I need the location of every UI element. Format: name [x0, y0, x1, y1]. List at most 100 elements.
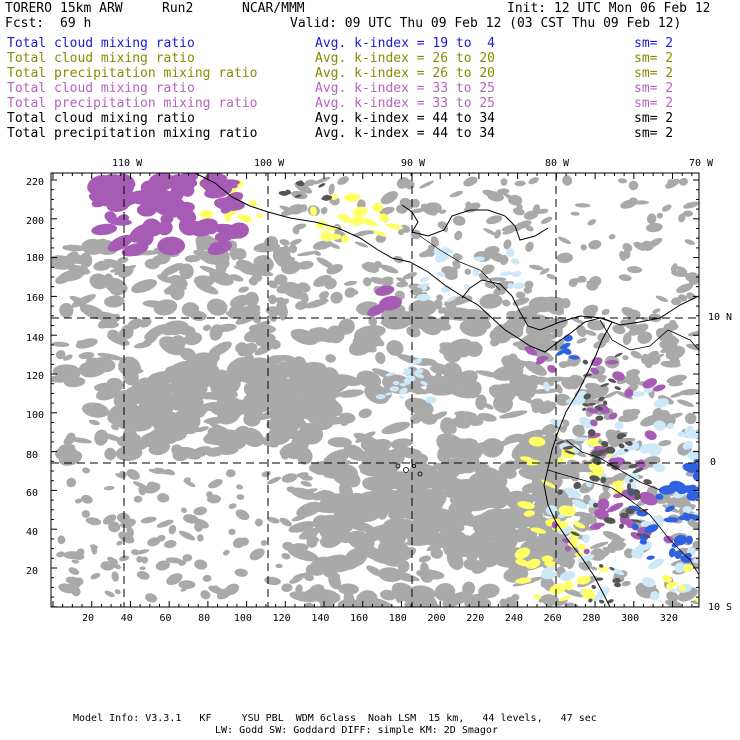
yellow-blob — [514, 547, 531, 560]
cloud-blob — [656, 212, 663, 219]
cloud-blob — [352, 338, 377, 353]
cloud-blob — [196, 534, 204, 542]
y-tick-label: 160 — [26, 293, 45, 304]
yellow-blob — [349, 216, 363, 225]
cloud-blob — [442, 591, 471, 607]
dark-gray-blob — [593, 502, 598, 508]
dark-gray-blob — [631, 519, 642, 523]
cloud-blob — [666, 374, 687, 384]
cloud-blob — [279, 256, 296, 264]
cloud-blob — [499, 598, 508, 607]
blue-blob — [639, 539, 647, 545]
cloud-blob — [502, 299, 511, 307]
cloud-blob — [687, 520, 699, 532]
cloud-blob — [252, 312, 262, 324]
cloud-blob — [550, 495, 569, 506]
cloud-blob — [439, 209, 447, 214]
cloud-blob — [289, 244, 298, 254]
cloud-blob — [202, 324, 212, 332]
dark-gray-blob — [614, 386, 621, 391]
cloud-blob — [587, 219, 597, 226]
cloud-blob — [443, 585, 454, 599]
cloud-blob — [362, 277, 372, 287]
y-tick-label: 140 — [26, 333, 45, 344]
cloud-blob — [240, 305, 255, 316]
cloud-blob — [290, 238, 302, 246]
legend-field: Total cloud mixing ratio — [7, 111, 195, 126]
yellow-blob — [557, 456, 565, 464]
cloud-blob — [71, 559, 80, 564]
legend-sm: sm= 2 — [634, 126, 674, 141]
cloud-blob — [397, 560, 410, 573]
blue-blob — [568, 355, 580, 360]
light-blue-blob — [506, 248, 515, 258]
cloud-blob — [107, 556, 119, 564]
x-tick-label: 160 — [350, 613, 369, 624]
light-blue-blob — [410, 358, 423, 365]
cloud-blob — [524, 280, 534, 290]
light-blue-blob — [652, 462, 666, 473]
cloud-blob — [455, 411, 466, 428]
cloud-blob — [296, 472, 309, 478]
blue-blob — [682, 462, 698, 473]
cloud-blob — [525, 225, 534, 232]
graticule — [51, 173, 699, 607]
dark-gray-blob — [588, 598, 593, 603]
cloud-blob — [465, 341, 483, 358]
y-tick-label: 200 — [26, 216, 45, 227]
dark-gray-blob — [618, 443, 625, 449]
light-blue-blob — [550, 418, 564, 427]
yellow-blob — [679, 584, 686, 592]
cloud-blob — [530, 388, 561, 394]
yellow-blob — [572, 521, 586, 529]
purple-blob — [605, 359, 619, 365]
cloud-blob — [156, 412, 170, 425]
cloud-blob — [379, 264, 399, 274]
cloud-blob — [410, 413, 422, 424]
light-blue-blob — [416, 293, 431, 302]
cloud-blob — [602, 546, 616, 553]
cloud-blob — [561, 360, 574, 367]
light-blue-blob — [582, 534, 591, 543]
cloud-blob — [118, 555, 130, 562]
cloud-blob — [361, 448, 375, 465]
cloud-blob — [402, 272, 418, 280]
cloud-blob — [145, 593, 158, 603]
purple-blob — [637, 459, 646, 469]
cloud-blob — [141, 556, 149, 564]
cloud-field — [51, 173, 699, 607]
cloud-blob — [688, 330, 699, 337]
purple-blob — [612, 371, 625, 381]
blue-blob — [668, 547, 676, 558]
cloud-blob — [178, 325, 196, 336]
dark-gray-blob — [564, 450, 576, 455]
cloud-blob — [136, 571, 150, 580]
cloud-blob — [514, 180, 526, 187]
cloud-blob — [90, 572, 101, 580]
cloud-blob — [319, 493, 356, 514]
dark-gray-blob — [562, 445, 574, 450]
cloud-blob — [56, 551, 66, 558]
legend-field: Total cloud mixing ratio — [7, 51, 195, 66]
cloud-blob — [311, 395, 343, 417]
cloud-blob — [528, 306, 541, 314]
cloud-blob — [264, 355, 283, 366]
yellow-blob — [597, 566, 610, 572]
cloud-blob — [608, 234, 616, 240]
dark-gray-blob — [643, 533, 651, 539]
cloud-blob — [229, 294, 251, 309]
cloud-blob — [193, 506, 208, 516]
cloud-blob — [283, 416, 300, 433]
cloud-blob — [441, 266, 458, 276]
purple-blob — [121, 242, 149, 257]
yellow-blob — [341, 235, 350, 243]
dark-gray-blob — [624, 441, 630, 445]
cloud-blob — [429, 382, 461, 396]
purple-blob — [213, 197, 245, 211]
cloud-blob — [381, 421, 411, 435]
cloud-blob — [147, 388, 166, 397]
cloud-blob — [279, 517, 292, 527]
cloud-blob — [584, 329, 597, 336]
cloud-blob — [131, 549, 140, 556]
cloud-blob — [343, 280, 358, 286]
